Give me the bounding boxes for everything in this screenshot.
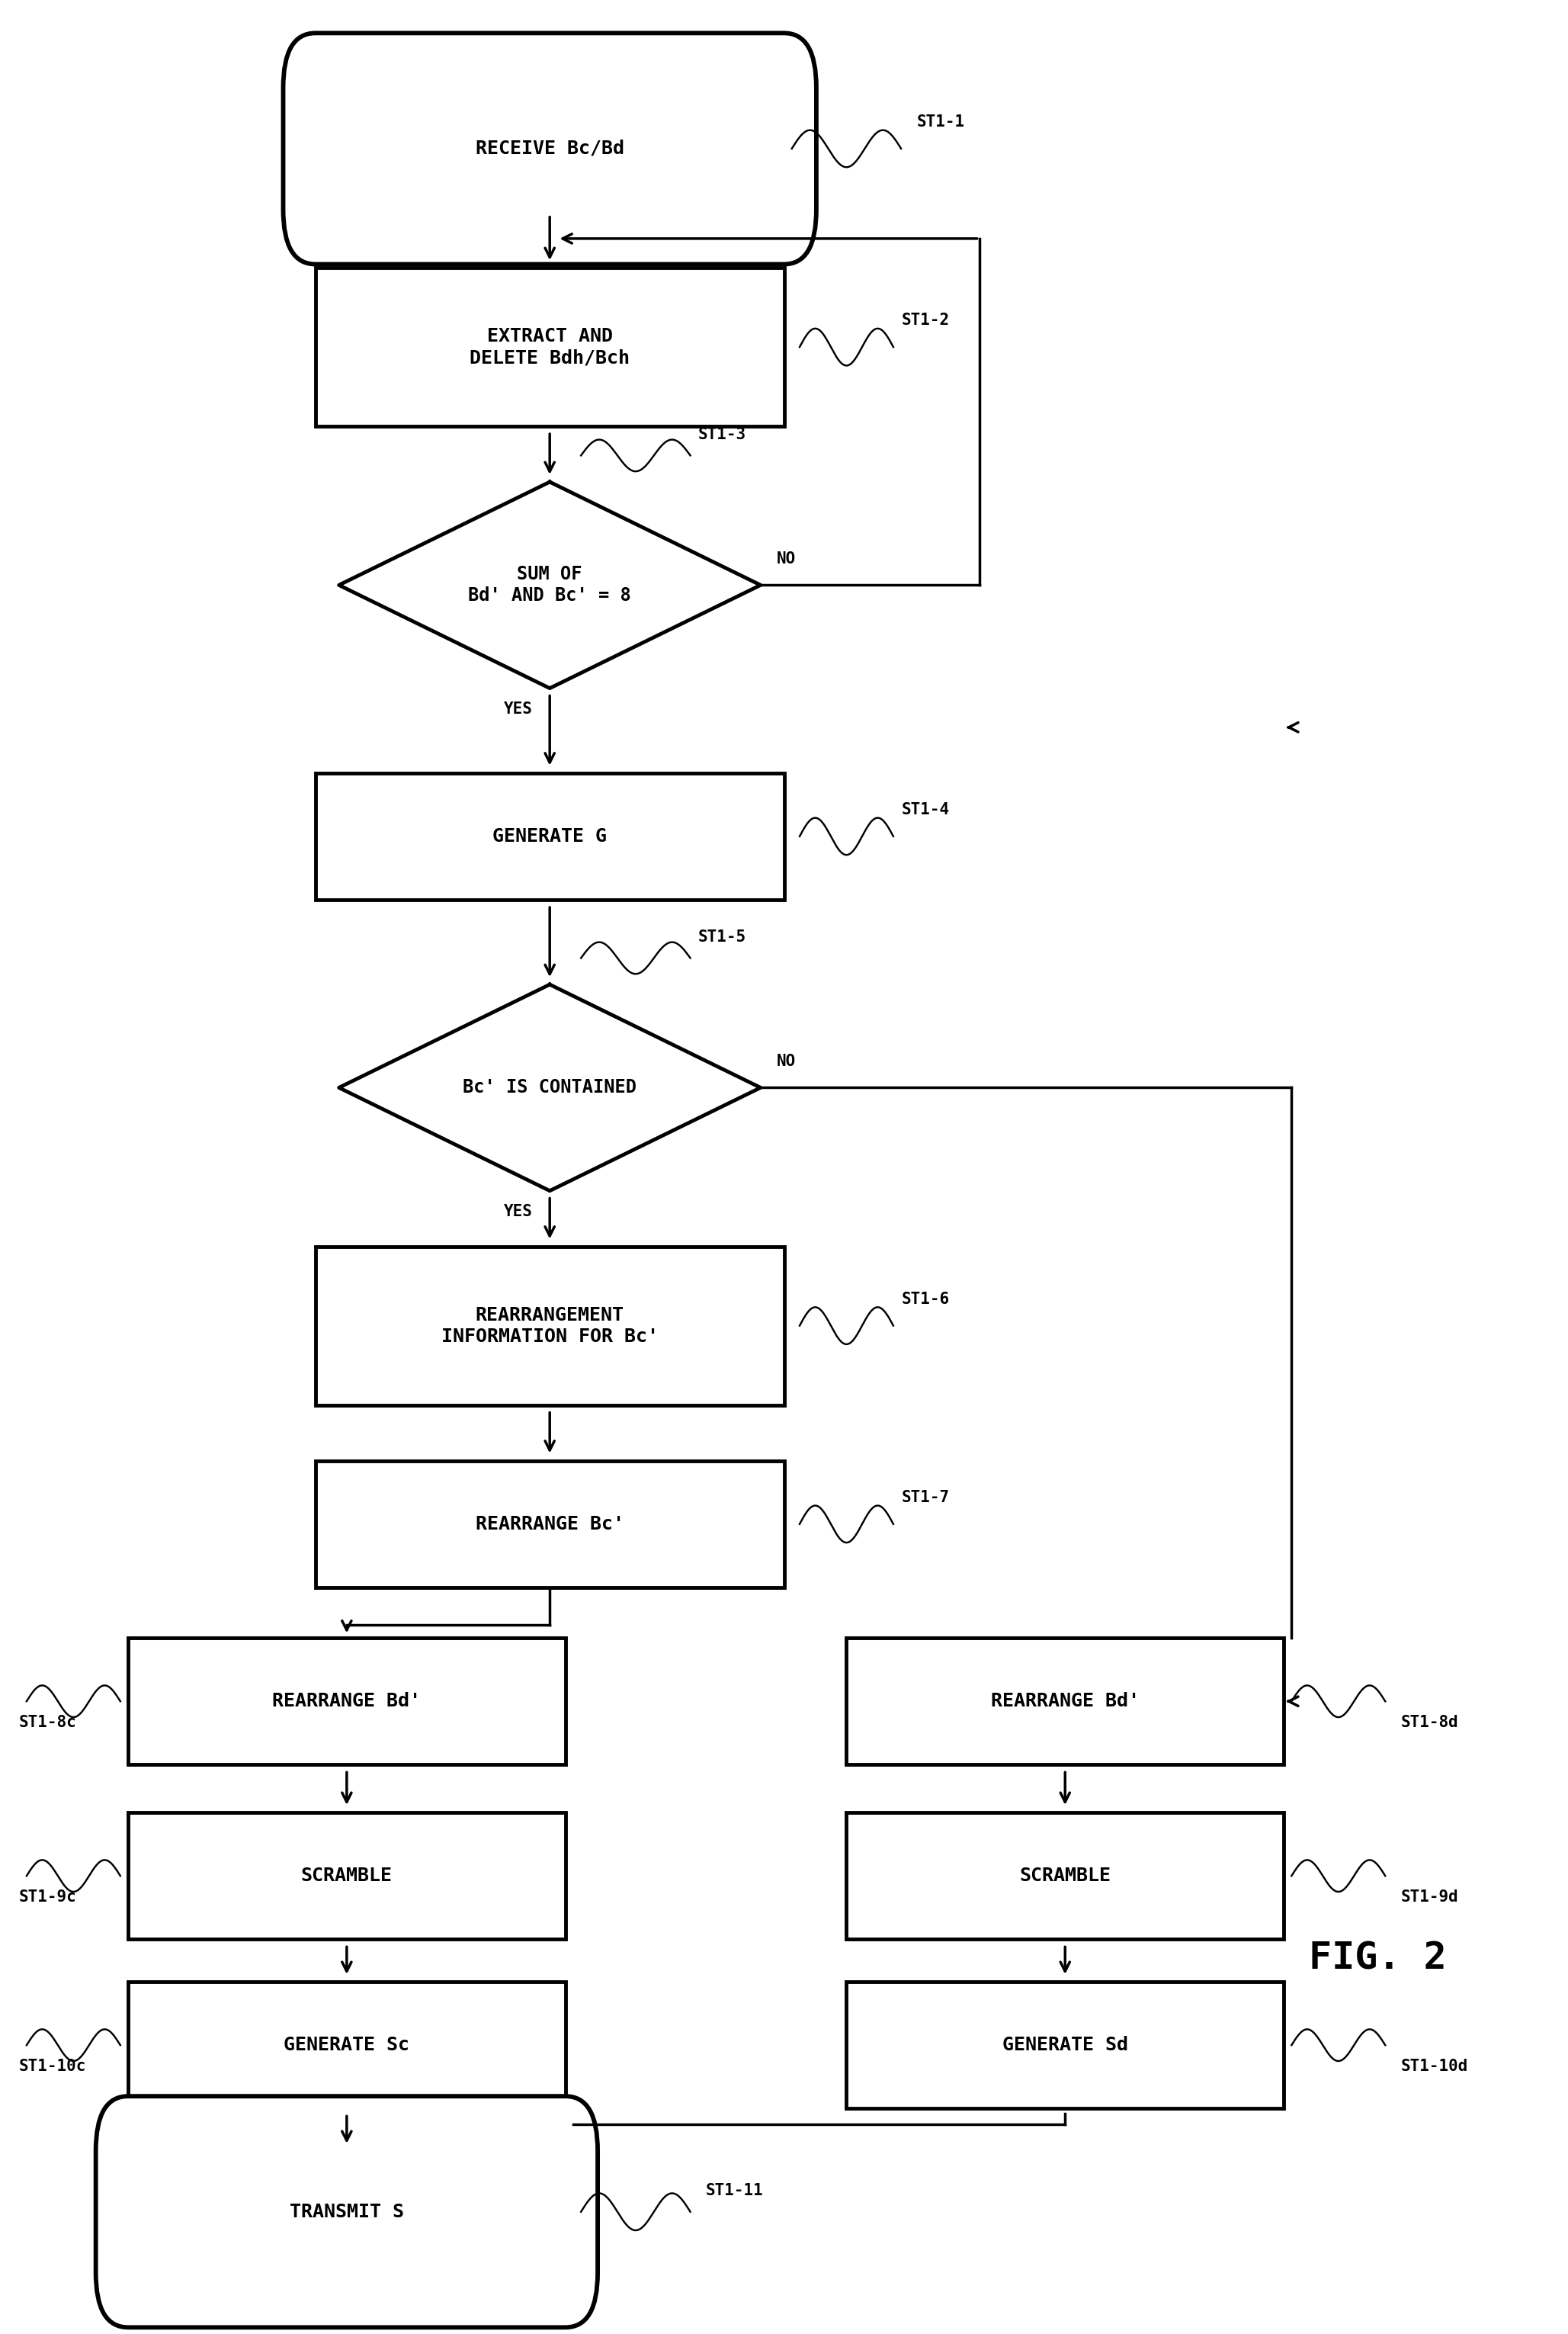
Text: SUM OF
Bd' AND Bc' = 8: SUM OF Bd' AND Bc' = 8	[469, 565, 632, 605]
Text: ST1-11: ST1-11	[706, 2182, 764, 2199]
Text: YES: YES	[503, 1204, 533, 1218]
Text: ST1-10c: ST1-10c	[19, 2059, 86, 2075]
Text: GENERATE G: GENERATE G	[492, 826, 607, 845]
Text: ST1-9c: ST1-9c	[19, 1891, 77, 1905]
Bar	[847, 1814, 1284, 1940]
Text: REARRANGEMENT
INFORMATION FOR Bc': REARRANGEMENT INFORMATION FOR Bc'	[441, 1307, 659, 1344]
Text: ST1-6: ST1-6	[902, 1291, 949, 1307]
FancyBboxPatch shape	[96, 2096, 597, 2327]
Text: Bc' IS CONTAINED: Bc' IS CONTAINED	[463, 1078, 637, 1097]
Text: ST1-5: ST1-5	[698, 929, 746, 945]
Text: FIG. 2: FIG. 2	[1309, 1940, 1446, 1977]
Bar	[129, 1814, 566, 1940]
Text: ST1-8d: ST1-8d	[1400, 1715, 1458, 1729]
Bar	[315, 1246, 784, 1405]
Text: ST1-3: ST1-3	[698, 427, 746, 441]
Text: YES: YES	[503, 703, 533, 717]
Bar	[129, 1982, 566, 2108]
Bar	[847, 1982, 1284, 2108]
Bar	[315, 1461, 784, 1587]
Text: GENERATE Sc: GENERATE Sc	[284, 2035, 409, 2054]
Text: ST1-8c: ST1-8c	[19, 1715, 77, 1729]
Text: REARRANGE Bd': REARRANGE Bd'	[273, 1692, 422, 1711]
Bar	[315, 773, 784, 901]
Text: ST1-4: ST1-4	[902, 803, 949, 817]
Bar	[847, 1638, 1284, 1765]
Text: REARRANGE Bc': REARRANGE Bc'	[475, 1515, 624, 1533]
Polygon shape	[339, 985, 760, 1190]
Text: ST1-9d: ST1-9d	[1400, 1891, 1458, 1905]
Text: NO: NO	[776, 1053, 795, 1069]
Bar	[129, 1638, 566, 1765]
Text: ST1-1: ST1-1	[917, 114, 964, 131]
Text: REARRANGE Bd': REARRANGE Bd'	[991, 1692, 1140, 1711]
Polygon shape	[339, 481, 760, 689]
Text: GENERATE Sd: GENERATE Sd	[1002, 2035, 1127, 2054]
FancyBboxPatch shape	[284, 33, 817, 264]
Text: SCRAMBLE: SCRAMBLE	[1019, 1867, 1110, 1886]
Text: TRANSMIT S: TRANSMIT S	[290, 2203, 405, 2222]
Text: NO: NO	[776, 551, 795, 567]
Text: EXTRACT AND
DELETE Bdh/Bch: EXTRACT AND DELETE Bdh/Bch	[470, 327, 630, 366]
Text: ST1-7: ST1-7	[902, 1489, 949, 1505]
Text: ST1-2: ST1-2	[902, 313, 949, 329]
Text: ST1-10d: ST1-10d	[1400, 2059, 1468, 2075]
Bar	[315, 268, 784, 427]
Text: SCRAMBLE: SCRAMBLE	[301, 1867, 392, 1886]
Text: RECEIVE Bc/Bd: RECEIVE Bc/Bd	[475, 140, 624, 159]
